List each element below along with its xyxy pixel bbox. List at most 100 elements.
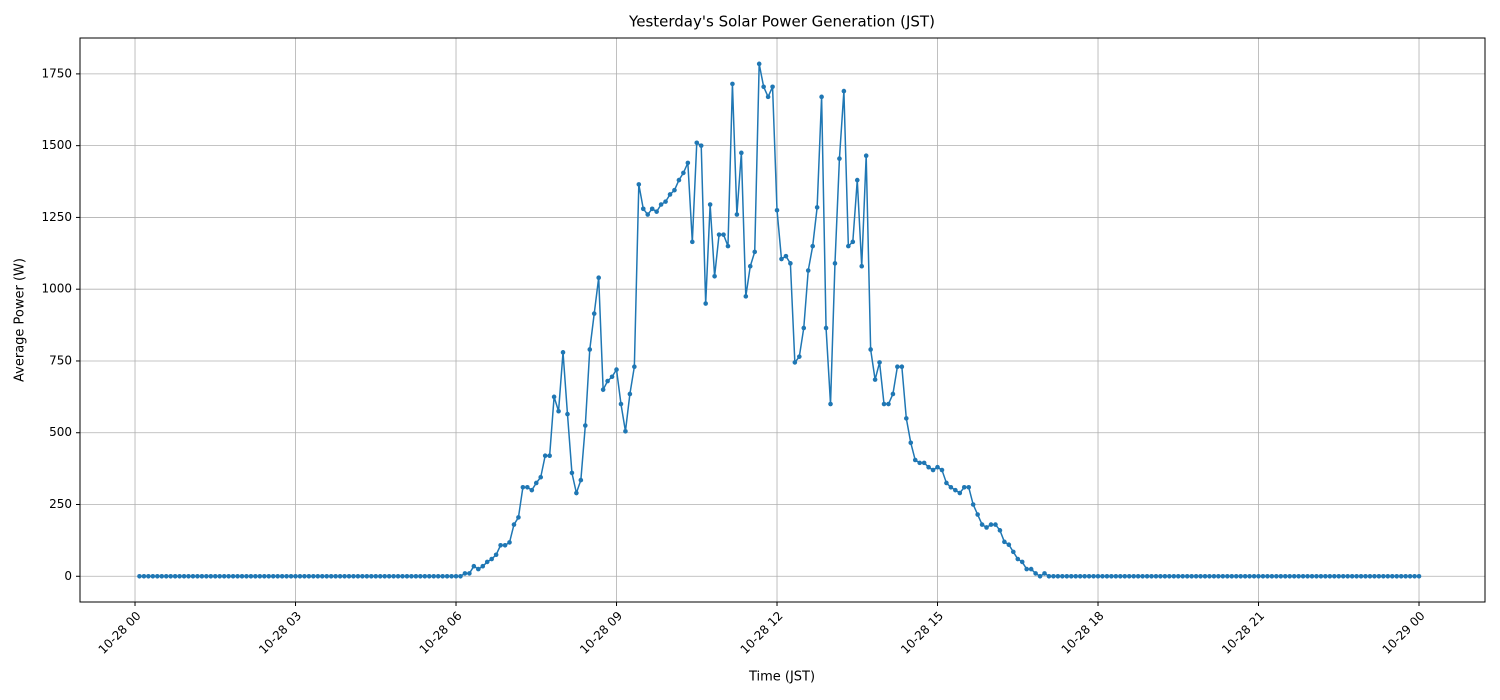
point xyxy=(1340,573,1346,579)
point xyxy=(493,552,499,558)
point xyxy=(926,464,931,470)
point xyxy=(560,350,566,355)
point xyxy=(168,573,173,579)
y-tick-label: 1000 xyxy=(41,282,72,296)
point xyxy=(302,573,307,579)
point xyxy=(1381,573,1386,579)
point xyxy=(957,490,963,496)
point xyxy=(761,84,766,90)
point xyxy=(404,573,410,579)
point xyxy=(1332,573,1337,579)
point xyxy=(155,573,160,579)
point xyxy=(881,401,887,407)
point xyxy=(1251,573,1257,579)
point xyxy=(1126,573,1132,579)
point xyxy=(507,540,512,545)
point xyxy=(569,470,575,476)
point xyxy=(204,573,209,579)
point xyxy=(324,573,330,579)
point xyxy=(1296,573,1301,579)
point xyxy=(386,573,392,579)
point xyxy=(1376,573,1382,579)
point xyxy=(975,512,980,517)
point xyxy=(1247,573,1252,579)
y-tick-label: 1500 xyxy=(41,138,72,152)
point xyxy=(195,573,200,579)
point xyxy=(1220,573,1226,579)
point xyxy=(551,394,557,400)
point xyxy=(1403,573,1408,579)
point xyxy=(498,542,503,548)
point xyxy=(342,573,347,579)
point xyxy=(801,325,807,331)
point xyxy=(939,467,945,473)
point xyxy=(1242,573,1248,579)
point xyxy=(409,573,414,579)
point xyxy=(658,202,664,207)
point xyxy=(627,391,633,397)
point xyxy=(525,484,530,490)
point xyxy=(177,573,182,579)
point xyxy=(632,364,637,370)
x-tick-label: 10-28 18 xyxy=(1059,609,1107,657)
point xyxy=(426,573,432,579)
point xyxy=(1367,573,1373,579)
point xyxy=(921,460,927,466)
point xyxy=(1260,573,1266,579)
point xyxy=(444,573,450,579)
point xyxy=(431,573,437,579)
point xyxy=(422,573,428,579)
point xyxy=(1033,571,1038,576)
point xyxy=(311,573,316,579)
point xyxy=(966,484,972,490)
point xyxy=(1198,573,1203,579)
point xyxy=(716,232,722,237)
point xyxy=(574,490,579,496)
point xyxy=(1394,573,1400,579)
point xyxy=(1109,573,1114,579)
point xyxy=(859,263,865,269)
point xyxy=(877,360,882,365)
point xyxy=(542,453,548,459)
point xyxy=(284,573,289,579)
point xyxy=(364,573,370,579)
point xyxy=(993,522,998,527)
x-tick-label: 10-28 09 xyxy=(577,609,625,657)
point xyxy=(797,354,802,359)
point xyxy=(979,522,985,527)
point xyxy=(703,301,708,306)
point xyxy=(163,573,169,579)
x-axis-label: Time (JST) xyxy=(748,670,815,685)
point xyxy=(440,573,445,579)
point xyxy=(1086,573,1092,579)
point xyxy=(137,573,142,579)
point xyxy=(850,239,856,245)
point xyxy=(297,573,303,579)
point xyxy=(538,474,544,480)
y-axis-label: Average Power (W) xyxy=(13,258,28,382)
point xyxy=(395,573,401,579)
point xyxy=(458,573,463,579)
point xyxy=(1282,573,1288,579)
point xyxy=(792,360,798,365)
chart-title: Yesterday's Solar Power Generation (JST) xyxy=(628,13,935,31)
point xyxy=(1184,573,1190,579)
point xyxy=(1256,573,1261,579)
point xyxy=(1167,573,1172,579)
point xyxy=(645,212,651,217)
point xyxy=(1082,573,1087,579)
point xyxy=(1055,573,1061,579)
point xyxy=(663,199,668,204)
point xyxy=(1180,573,1186,579)
point xyxy=(1336,573,1342,579)
point xyxy=(654,209,659,214)
point xyxy=(618,401,624,407)
point xyxy=(694,140,700,146)
point xyxy=(159,573,165,579)
point xyxy=(725,243,731,249)
point xyxy=(810,243,815,249)
point xyxy=(1265,573,1270,579)
x-tick-label: 10-29 00 xyxy=(1380,609,1428,657)
point xyxy=(1207,573,1212,579)
plot-frame xyxy=(79,37,1486,603)
